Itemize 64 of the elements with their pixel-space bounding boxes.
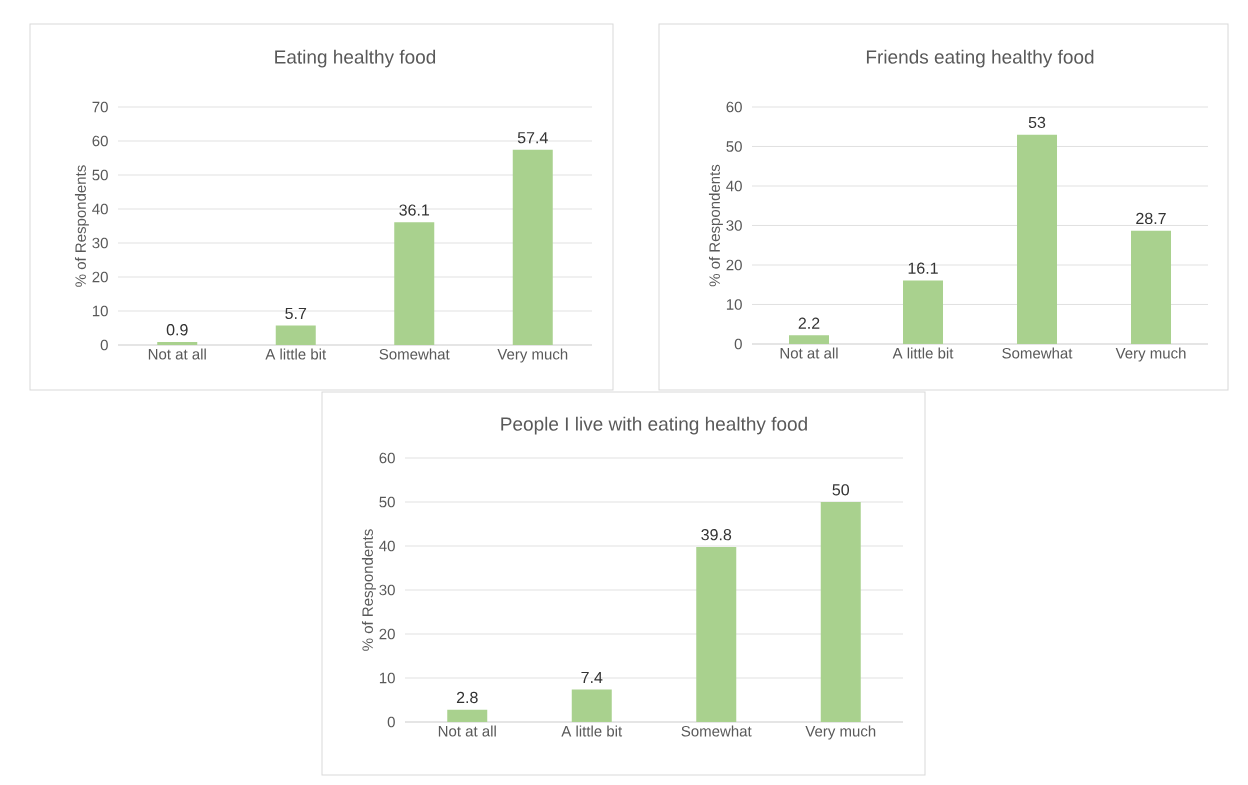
data-label: 7.4 <box>581 671 603 683</box>
y-axis-title: % of Respondents <box>708 164 723 287</box>
y-tick-label: 20 <box>92 271 108 283</box>
y-tick-label: 40 <box>92 203 108 215</box>
data-label: 36.1 <box>399 204 430 216</box>
y-tick-label: 60 <box>379 452 395 464</box>
data-label: 50 <box>832 484 850 496</box>
x-tick-label: Somewhat <box>1002 347 1073 359</box>
bar <box>275 325 316 345</box>
y-tick-label: 50 <box>379 496 395 508</box>
y-tick-label: 60 <box>92 135 108 147</box>
y-tick-label: 70 <box>92 101 108 113</box>
data-label: 5.7 <box>285 307 307 320</box>
y-tick-label: 0 <box>100 339 108 351</box>
y-tick-label: 40 <box>379 540 395 552</box>
y-tick-label: 50 <box>92 169 108 181</box>
x-tick-label: Not at all <box>780 347 838 359</box>
y-tick-label: 30 <box>726 220 742 231</box>
y-tick-label: 0 <box>734 338 742 350</box>
chart-title: Eating healthy food <box>275 49 436 68</box>
data-label: 53 <box>1028 116 1046 129</box>
x-tick-label: Very much <box>1115 347 1186 362</box>
data-label: 57.4 <box>517 132 548 144</box>
data-label: 16.1 <box>908 262 938 274</box>
x-tick-label: A little bit <box>561 725 623 737</box>
bar <box>394 222 435 345</box>
bar <box>696 546 737 722</box>
y-tick-label: 10 <box>92 305 108 317</box>
data-label: 39.8 <box>701 529 732 541</box>
x-tick-label: Very much <box>805 725 876 740</box>
bar <box>1131 230 1172 344</box>
data-label: 28.7 <box>1136 212 1166 225</box>
x-tick-label: A little bit <box>892 347 954 359</box>
data-label: 2.2 <box>798 317 820 329</box>
bar <box>903 280 944 344</box>
chart-title: People I live with eating healthy food <box>501 416 807 435</box>
chart-title: Friends eating healthy food <box>866 49 1094 68</box>
y-tick-label: 20 <box>726 259 742 271</box>
y-tick-label: 30 <box>92 237 108 249</box>
data-label: 0.9 <box>166 324 188 336</box>
y-axis-title: % of Respondents <box>74 165 89 287</box>
bar <box>789 335 830 344</box>
x-tick-label: Not at all <box>148 348 206 360</box>
y-tick-label: 0 <box>387 716 395 728</box>
y-tick-label: 20 <box>379 628 395 640</box>
bar <box>1017 134 1058 344</box>
y-tick-label: 30 <box>379 584 395 596</box>
x-tick-label: Very much <box>497 348 568 363</box>
x-tick-label: Not at all <box>438 725 496 737</box>
bar <box>571 689 612 722</box>
y-tick-label: 60 <box>726 101 742 113</box>
y-tick-label: 10 <box>379 672 395 684</box>
data-label: 2.8 <box>456 691 478 704</box>
bar <box>820 502 861 722</box>
x-tick-label: Somewhat <box>379 348 450 360</box>
bar <box>157 341 198 345</box>
y-tick-label: 10 <box>726 299 742 310</box>
bar <box>512 149 553 345</box>
x-tick-label: A little bit <box>265 348 327 360</box>
y-axis-title: % of Respondents <box>361 529 376 651</box>
y-tick-label: 40 <box>726 180 742 192</box>
bar <box>447 709 488 722</box>
y-tick-label: 50 <box>726 141 742 152</box>
x-tick-label: Somewhat <box>681 725 752 737</box>
